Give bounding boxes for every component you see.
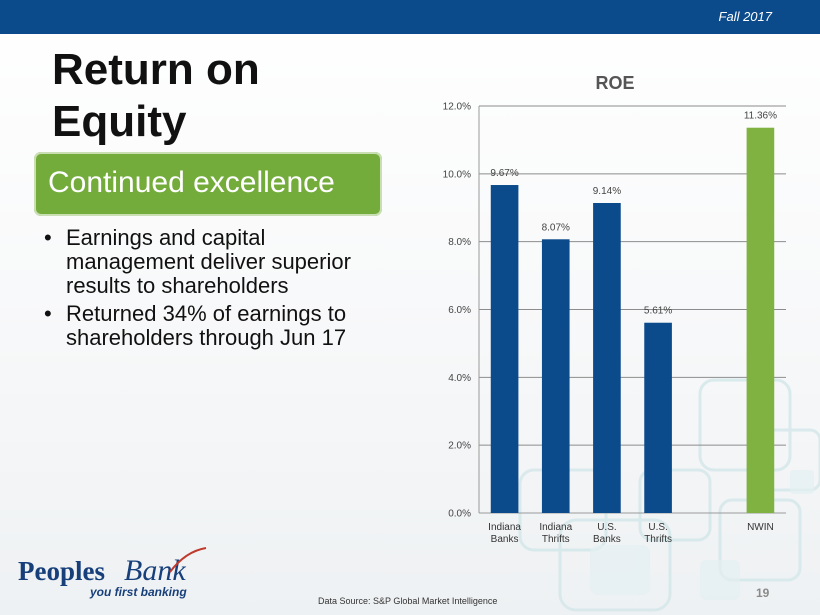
page-title: Return on Equity [52,44,352,148]
data-label: 11.36% [744,111,777,122]
header-date: Fall 2017 [718,9,772,24]
page-title-line2: Equity [52,97,187,146]
logo-tagline: you first banking [90,585,187,599]
data-label: 9.67% [490,168,518,179]
x-tick-label: NWIN [747,522,774,533]
data-source-note: Data Source: S&P Global Market Intellige… [318,596,498,606]
x-tick-label: Banks [593,534,621,545]
swoosh-icon [169,547,207,573]
data-label: 8.07% [542,222,570,233]
bullet-text: Returned 34% of earnings to shareholders… [66,301,347,350]
y-tick-label: 2.0% [448,441,471,452]
x-tick-label: Indiana [488,522,521,533]
subtitle-box: Continued excellence [34,152,382,216]
x-tick-label: Banks [491,534,519,545]
bullet-list: • Earnings and capital management delive… [42,226,372,354]
y-tick-label: 12.0% [443,102,471,113]
header-bar: Fall 2017 [0,0,820,34]
page-title-line1: Return on [52,45,260,94]
x-tick-label: Thrifts [644,534,672,545]
bullet-item: • Returned 34% of earnings to shareholde… [42,302,372,350]
bar [746,127,775,513]
bar [541,239,570,514]
x-tick-label: Thrifts [542,534,570,545]
bar [593,203,621,514]
y-tick-label: 4.0% [448,373,471,384]
bullet-icon: • [44,301,52,326]
x-tick-label: U.S. [648,522,667,533]
y-tick-label: 8.0% [448,237,471,248]
bar [644,322,672,513]
data-label: 5.61% [644,306,672,317]
y-tick-label: 0.0% [448,509,471,520]
logo-word-peoples: Peoples [18,556,105,586]
y-tick-label: 10.0% [443,169,471,180]
bullet-icon: • [44,225,52,250]
page-number: 19 [756,586,770,600]
logo-word-bank: Bank [124,554,186,587]
y-tick-label: 6.0% [448,305,471,316]
peoples-bank-logo: Peoples Bank you first banking [18,547,208,602]
x-tick-label: Indiana [539,522,572,533]
bar [490,185,519,514]
bullet-text: Earnings and capital management deliver … [66,225,351,298]
x-tick-label: U.S. [597,522,616,533]
subtitle-text: Continued excellence [48,166,335,199]
chart-title: ROE [595,73,634,93]
bullet-item: • Earnings and capital management delive… [42,226,372,298]
data-label: 9.14% [593,186,621,197]
